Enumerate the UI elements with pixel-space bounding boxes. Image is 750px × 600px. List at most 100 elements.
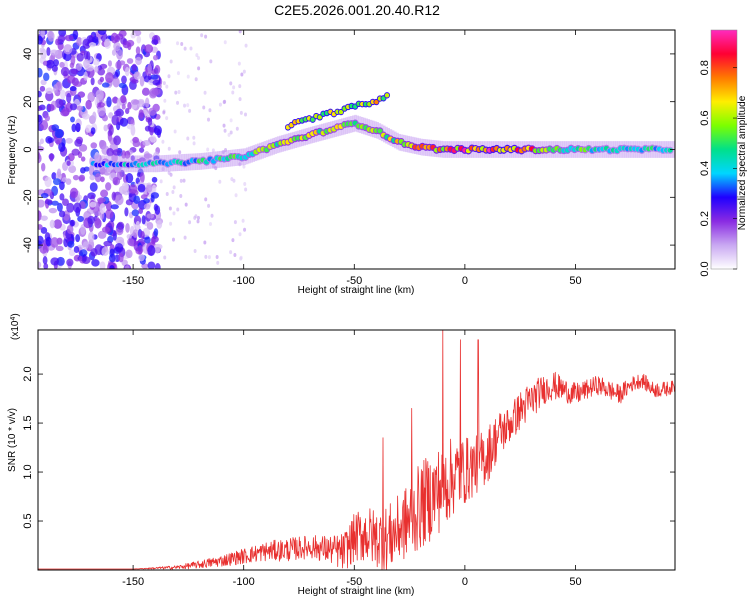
spectrogram-noise-cell: [241, 218, 245, 223]
spectrogram-noise-cell: [121, 150, 127, 159]
spectrogram-noise-cell: [147, 245, 156, 257]
spectrogram-noise-cell: [94, 244, 104, 256]
spectrogram-noise-cell: [144, 97, 150, 108]
spectrogram-noise-cell: [111, 114, 119, 126]
spectrogram-noise-cell: [38, 141, 42, 148]
spectrogram-noise-cell: [99, 139, 105, 147]
spectrogram-noise-cell: [161, 139, 165, 144]
spectrogram-panel: -150 -100 -50 0 50 -40 -20 0 20 40 Height of str…: [7, 29, 676, 296]
spectrogram-noise-cell: [140, 231, 145, 239]
spectrogram-noise-cell: [188, 220, 192, 225]
spectrogram-noise-cell: [244, 187, 248, 192]
spectrogram-noise-cell: [152, 79, 161, 86]
spectrogram-noise-cell: [133, 71, 141, 81]
spectrogram-noise-cell: [76, 52, 84, 62]
spectrogram-noise-cell: [69, 103, 78, 111]
spectrogram-noise-cell: [80, 224, 86, 235]
spectrogram-noise-cell: [38, 235, 44, 246]
spectrogram-noise-cell: [204, 34, 208, 39]
spectrogram-noise-cell: [101, 226, 111, 233]
spectrogram-noise-cell: [230, 177, 234, 182]
spectrogram-noise-cell: [214, 166, 218, 171]
spectrogram-noise-cell: [176, 207, 180, 212]
snr-series-line: [38, 330, 675, 570]
spectrogram-noise-cell: [94, 66, 99, 73]
spectrogram-noise-cell: [174, 90, 178, 95]
spectrogram-noise-cell: [243, 227, 247, 232]
spectrogram-noise-cell: [244, 43, 248, 48]
spectrogram-noise-cell: [192, 135, 196, 140]
spectrogram-noise-cell: [153, 125, 162, 136]
spectrogram-noise-cell: [70, 116, 75, 123]
spectrogram-noise-cell: [121, 182, 129, 191]
spectrogram-noise-cell: [76, 105, 84, 111]
colorbar-tick-label: 0.2: [699, 211, 711, 226]
spectrogram-noise-cell: [165, 84, 169, 89]
spectrogram-noise-cell: [125, 108, 130, 115]
spectrogram-noise-cell: [202, 105, 206, 110]
spectrogram-noise-cell: [75, 234, 81, 243]
spectrogram-noise-cell: [89, 182, 98, 192]
spectrogram-noise-cell: [85, 99, 92, 110]
spectrogram-noise-cell: [99, 76, 105, 83]
spectrogram-noise-cell: [192, 141, 196, 146]
spectrogram-noise-cell: [97, 102, 105, 108]
spectrogram-noise-cell: [208, 108, 212, 113]
spectrogram-noise-cell: [38, 146, 45, 152]
spectrogram-noise-cell: [113, 41, 121, 52]
spectrogram-noise-cell: [103, 124, 109, 132]
spectrogram-noise-cell: [178, 150, 182, 155]
spectrogram-noise-cell: [56, 256, 65, 266]
spectrogram-noise-cell: [151, 39, 159, 45]
spectrogram-x-tick-label: -150: [122, 275, 144, 287]
spectrogram-noise-cell: [115, 60, 122, 70]
spectrogram-noise-cell: [176, 71, 180, 76]
colorbar-label: Normalized spectral amplitude: [737, 95, 748, 230]
spectrogram-noise-cell: [95, 89, 104, 101]
spectrogram-noise-cell: [121, 103, 126, 110]
spectrogram-noise-cell: [196, 215, 200, 220]
spectrogram-noise-cell: [74, 138, 83, 147]
spectrogram-noise-cell: [183, 46, 187, 51]
spectrogram-noise-cell: [60, 89, 66, 100]
spectrogram-noise-cell: [194, 77, 198, 82]
spectrogram-noise-cell: [115, 194, 124, 206]
spectrogram-noise-cell: [87, 215, 95, 225]
spectrogram-noise-cell: [104, 209, 114, 219]
spectrogram-noise-cell: [132, 229, 139, 238]
spectrogram-noise-cell: [125, 222, 130, 233]
spectrogram-noise-cell: [49, 153, 54, 162]
spectrogram-noise-cell: [237, 61, 241, 66]
spectrogram-noise-cell: [223, 128, 227, 133]
spectrogram-noise-cell: [66, 160, 71, 166]
spectrogram-noise-cell: [97, 105, 106, 117]
spectrogram-ridge-cell: [317, 115, 322, 120]
spectrogram-noise-cell: [39, 138, 44, 145]
spectrogram-noise-cell: [38, 153, 42, 164]
spectrogram-noise-cell: [40, 120, 49, 131]
spectrogram-noise-cell: [119, 117, 129, 127]
spectrogram-noise-cell: [186, 74, 190, 79]
spectrogram-noise-cell: [156, 220, 163, 229]
spectrogram-noise-cell: [146, 213, 155, 219]
spectrogram-noise-cell: [215, 255, 219, 260]
spectrogram-noise-cell: [195, 53, 199, 58]
spectrogram-noise-cell: [227, 132, 231, 137]
spectrogram-noise-cell: [92, 58, 100, 66]
snr-panel: -150 -100 -50 0 50 0.5 1.0 1.5 2.0 (x104) Heigh…: [7, 313, 676, 597]
spectrogram-noise-cell: [72, 30, 79, 40]
spectrogram-noise-cell: [99, 203, 106, 214]
spectrogram-noise-cell: [231, 238, 235, 243]
spectrogram-noise-cell: [118, 82, 127, 89]
spectrogram-noise-cell: [137, 245, 143, 255]
spectrogram-noise-cell: [113, 135, 122, 146]
spectrogram-noise-cell: [47, 30, 55, 42]
spectrogram-y-tick-label: 40: [22, 48, 34, 60]
snr-y-tick-label: 1.0: [22, 464, 34, 479]
spectrogram-noise-cell: [163, 255, 167, 260]
spectrogram-noise-cell: [96, 197, 106, 203]
spectrogram-noise-cell: [52, 178, 62, 186]
spectrogram-noise-cell: [172, 211, 176, 216]
spectrogram-noise-cell: [110, 204, 119, 210]
